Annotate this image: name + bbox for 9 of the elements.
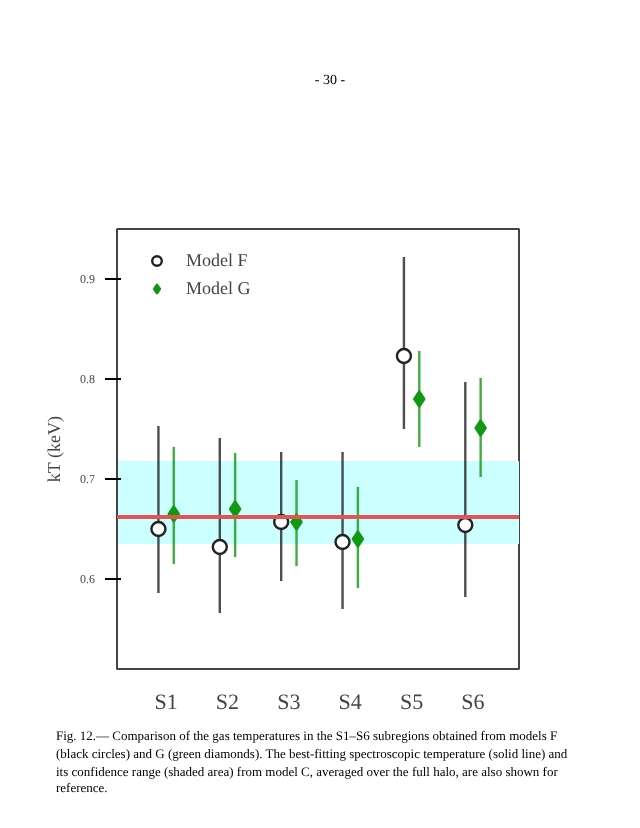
x-tick-label: S4 xyxy=(338,691,363,715)
x-tick-label: S5 xyxy=(399,691,425,715)
x-tick-label: S1 xyxy=(154,691,178,715)
y-axis-title: kT (keV) xyxy=(44,416,64,483)
x-tick-label: S6 xyxy=(461,691,486,715)
x-tick-label: S3 xyxy=(277,691,302,715)
legend-label: Model G xyxy=(186,276,251,300)
legend-label: Model F xyxy=(186,248,248,272)
x-tick-label: S2 xyxy=(215,691,240,715)
